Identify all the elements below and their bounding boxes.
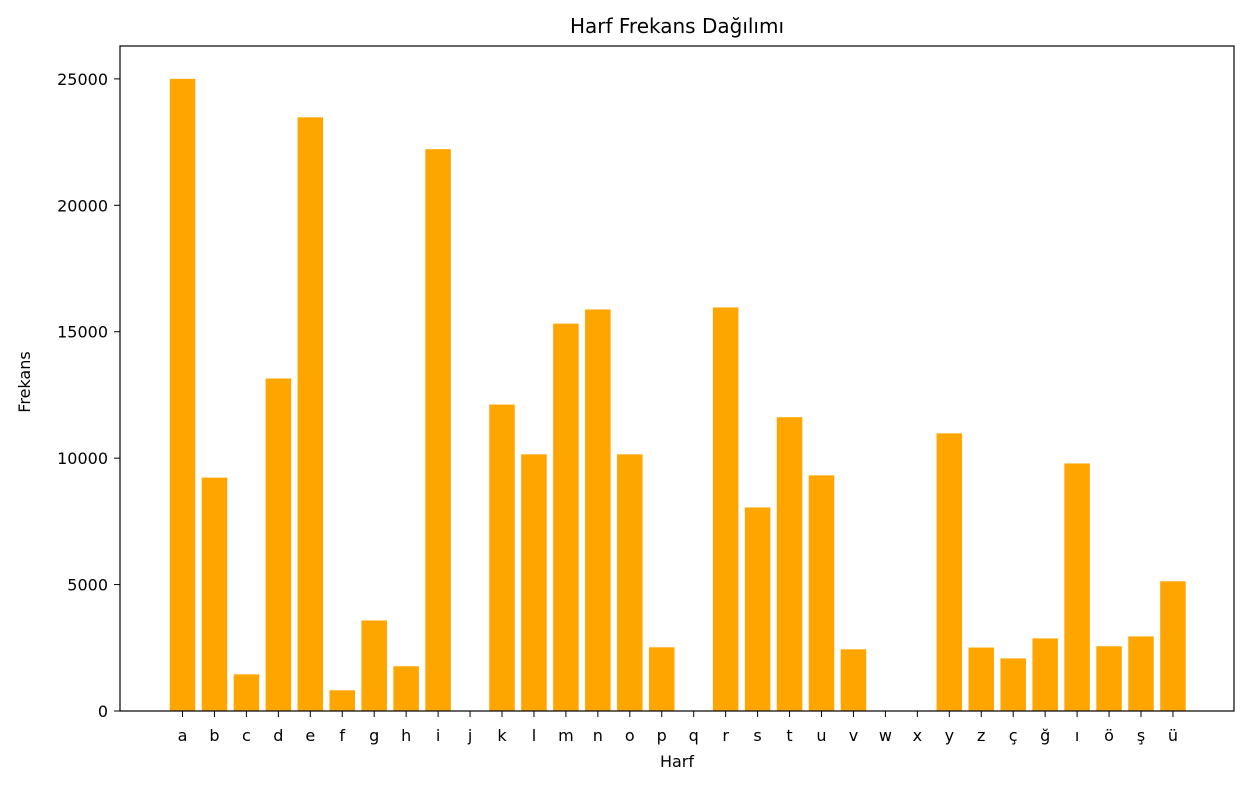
x-tick-label: ö (1104, 726, 1114, 745)
x-tick-label: g (369, 726, 379, 745)
y-axis-label: Frekans (15, 351, 34, 412)
bar-u (808, 475, 835, 711)
x-tick-label: p (657, 726, 667, 745)
y-tick-label: 15000 (57, 323, 108, 342)
x-tick-label: f (339, 726, 345, 745)
y-tick-label: 5000 (67, 576, 108, 595)
bars-group (169, 78, 1186, 711)
bar-ş (1128, 636, 1154, 711)
plot-frame (119, 45, 1235, 712)
x-tick-label: b (209, 726, 219, 745)
x-tick-label: a (178, 726, 188, 745)
bar-s (744, 507, 771, 711)
bar-l (521, 454, 547, 711)
chart-title: Harf Frekans Dağılımı (570, 14, 784, 38)
bar-a (169, 78, 196, 711)
x-tick-label: ş (1137, 726, 1145, 745)
x-tick-label: s (753, 726, 761, 745)
x-tick-label: k (497, 726, 507, 745)
bar-d (265, 378, 292, 711)
x-tick-label: ğ (1040, 726, 1050, 745)
bar-t (776, 417, 803, 711)
y-tick-label: 10000 (57, 449, 108, 468)
y-tick-label: 0 (98, 702, 108, 721)
bar-p (649, 647, 675, 711)
x-tick-label: e (305, 726, 315, 745)
bar-ç (1000, 658, 1026, 711)
x-tick-label: c (242, 726, 251, 745)
bar-ğ (1032, 638, 1058, 711)
x-tick-label: t (786, 726, 792, 745)
x-tick-label: i (436, 726, 440, 745)
x-tick-label: w (879, 726, 892, 745)
x-tick-label: v (849, 726, 858, 745)
x-tick-label: q (689, 726, 699, 745)
bar-i (425, 149, 451, 711)
bar-o (617, 454, 643, 711)
bar-m (553, 323, 579, 711)
x-tick-label: x (913, 726, 922, 745)
x-tick-label: u (816, 726, 826, 745)
x-tick-label: z (977, 726, 985, 745)
x-tick-label: m (558, 726, 574, 745)
bar-ü (1160, 581, 1186, 711)
x-axis-label: Harf (660, 752, 694, 771)
x-tick-label: ç (1009, 726, 1018, 745)
bar-y (936, 433, 963, 711)
bar-z (968, 647, 994, 711)
x-tick-label: y (945, 726, 954, 745)
bar-c (233, 674, 260, 711)
bar-e (297, 117, 324, 711)
bar-h (393, 666, 419, 711)
y-tick-label: 25000 (57, 70, 108, 89)
x-tick-label: r (722, 726, 729, 745)
y-ticks-group: 0 5000 10000 15000 20000 25000 (57, 70, 120, 721)
x-tick-label: l (532, 726, 536, 745)
x-tick-label: h (401, 726, 411, 745)
x-tick-label: ı (1075, 726, 1079, 745)
x-tick-label: ü (1168, 726, 1178, 745)
y-tick-label: 20000 (57, 196, 108, 215)
bar-k (489, 404, 515, 711)
bar-v (840, 649, 867, 711)
x-tick-label: d (273, 726, 283, 745)
bar-g (361, 620, 387, 711)
bar-ı (1064, 463, 1090, 711)
bar-r (712, 307, 739, 711)
bar-f (329, 690, 355, 711)
bar-n (585, 309, 611, 711)
x-tick-label: j (467, 726, 472, 745)
bar-ö (1096, 646, 1122, 711)
x-tick-label: o (625, 726, 635, 745)
x-tick-label: n (593, 726, 603, 745)
bar-b (201, 477, 228, 711)
